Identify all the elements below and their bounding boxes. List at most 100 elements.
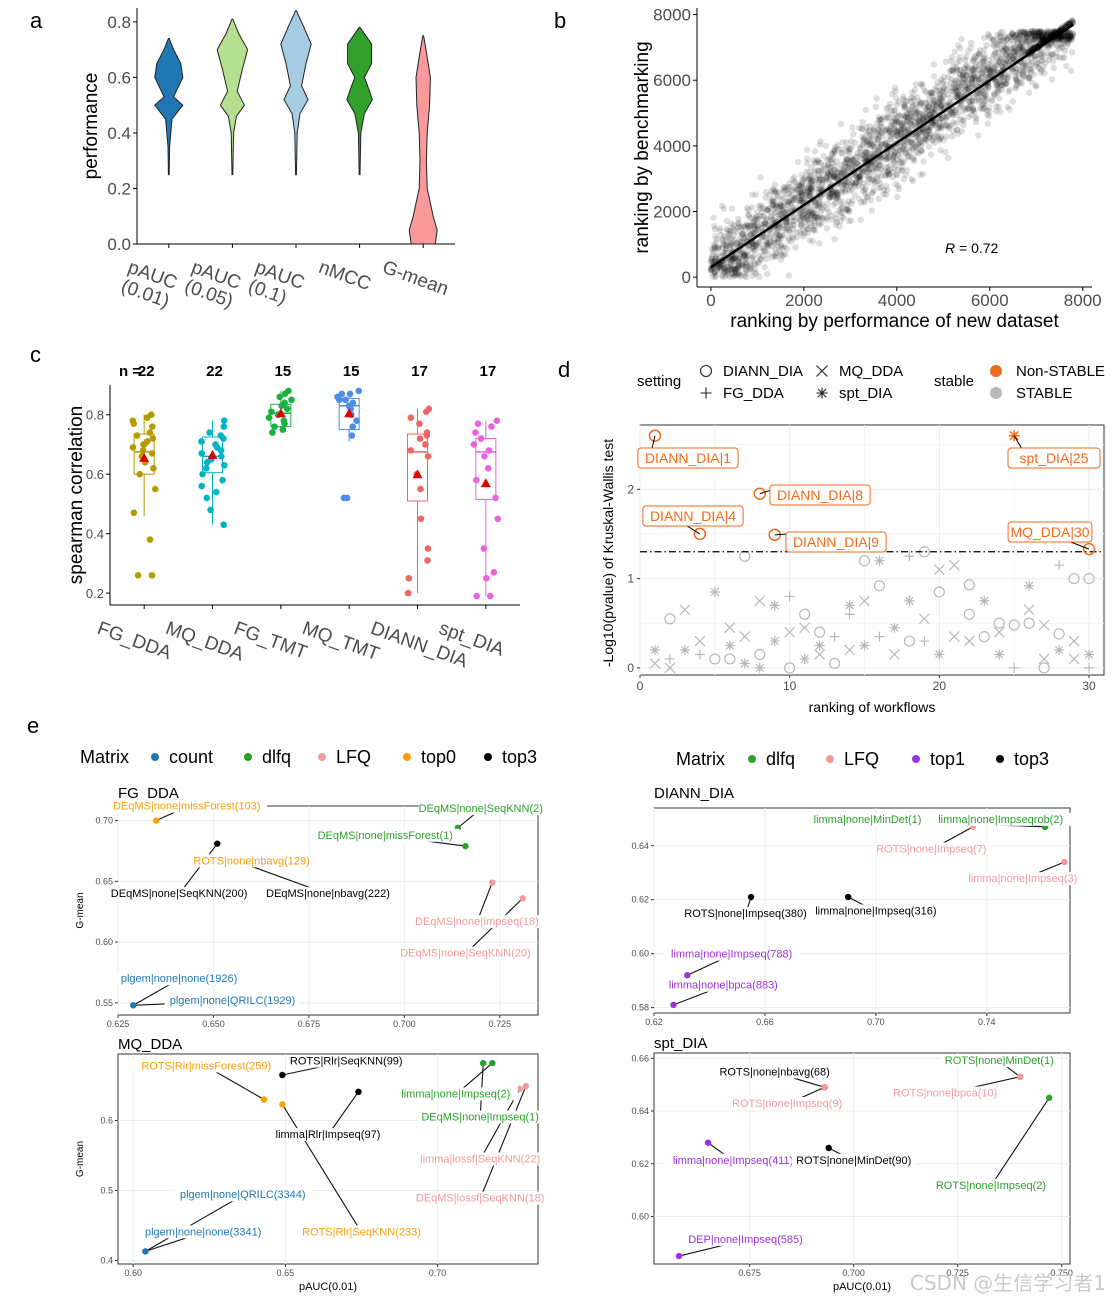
- scatter-point: [1058, 44, 1066, 52]
- scatter-point: [854, 160, 861, 168]
- scatter-point: [931, 139, 938, 146]
- x-tick-label: G-mean: [379, 257, 451, 300]
- x-tick-label: 0.66: [756, 1017, 774, 1027]
- scatter-point: [860, 169, 867, 176]
- scatter-point: [975, 79, 982, 86]
- data-point: [484, 464, 492, 472]
- scatter-point: [901, 140, 908, 147]
- scatter-point: [822, 142, 830, 149]
- scatter-point: [747, 265, 754, 272]
- scatter-point: [922, 110, 930, 117]
- scatter-point: [721, 268, 729, 275]
- scatter-point: [873, 174, 880, 182]
- scatter-point: [856, 144, 864, 151]
- x-tick-label: 0.650: [202, 1019, 225, 1029]
- scatter-point: [710, 241, 718, 248]
- scatter-point: [991, 67, 998, 75]
- scatter-point: [744, 233, 751, 240]
- x-tick-label: 10: [783, 679, 797, 693]
- scatter-point: [866, 131, 873, 139]
- scatter-point: [995, 58, 1002, 65]
- scatter-point: [1055, 37, 1062, 44]
- scatter-point: [910, 138, 918, 145]
- subplot-mq-dda: MQ_DDA 0.60 0.65 0.70 0.4 0.5 0.6 G-mean pAUC(0.…: [75, 1036, 549, 1293]
- scatter-point: [971, 108, 978, 115]
- scatter-point: [936, 90, 944, 98]
- x-tick-label: MQ_TMT: [299, 618, 382, 665]
- scatter-point: [775, 203, 783, 210]
- x-tick-label: 0.70: [867, 1017, 885, 1027]
- point-label: plgem|none|none(3341): [145, 1226, 261, 1238]
- scatter-point: [864, 138, 871, 146]
- scatter-point: [868, 166, 876, 174]
- scatter-point: [719, 237, 726, 244]
- scatter-point: [910, 97, 918, 104]
- scatter-point: [741, 252, 748, 259]
- scatter-point: [973, 115, 980, 122]
- scatter-point: [854, 149, 861, 157]
- x-tick-label: 0.70: [429, 1268, 447, 1278]
- scatter-point: [1038, 53, 1045, 60]
- data-point: [136, 470, 144, 478]
- scatter-point: [825, 161, 832, 168]
- scatter-point: [889, 156, 897, 164]
- subplot-title: spt_DIA: [654, 1035, 707, 1052]
- data-point: [355, 387, 363, 395]
- scatter-point: [733, 265, 740, 272]
- scatter-point: [1056, 45, 1063, 52]
- data-point: [747, 893, 755, 901]
- scatter-point: [964, 105, 971, 113]
- scatter-point: [1055, 36, 1063, 43]
- scatter-point: [993, 82, 1001, 89]
- scatter-point: [838, 187, 846, 194]
- scatter-point: [954, 112, 961, 119]
- scatter-point: [1016, 28, 1023, 36]
- scatter-point: [728, 265, 735, 272]
- scatter-point: [953, 119, 961, 126]
- scatter-point: [990, 36, 997, 43]
- scatter-point: [904, 97, 911, 105]
- scatter-point: [930, 109, 938, 116]
- scatter-point: [1053, 53, 1060, 61]
- scatter-point: [833, 218, 841, 226]
- scatter-point: [741, 223, 749, 230]
- scatter-point: [985, 61, 993, 68]
- scatter-point: [1011, 68, 1019, 76]
- scatter-point: [816, 198, 823, 205]
- scatter-point: [1018, 46, 1025, 54]
- legend-marker: [996, 755, 1004, 763]
- scatter-point: [1049, 51, 1056, 59]
- scatter-point: [830, 201, 837, 209]
- scatter-point: [1035, 60, 1042, 67]
- scatter-point: [927, 131, 935, 138]
- y-tick-label: 0.70: [95, 816, 113, 826]
- scatter-point: [848, 156, 855, 164]
- scatter-point: [839, 204, 846, 211]
- scatter-point: [782, 251, 789, 258]
- scatter-point: [722, 247, 729, 254]
- scatter-point: [838, 189, 845, 196]
- y-tick-label: 0.62: [631, 1159, 649, 1169]
- scatter-point: [914, 118, 921, 126]
- scatter-point: [953, 83, 960, 91]
- scatter-point: [1019, 43, 1026, 50]
- data-point: [494, 515, 502, 523]
- scatter-point: [980, 67, 987, 74]
- scatter-point: [730, 255, 737, 262]
- scatter-point: [951, 48, 959, 55]
- scatter-point: [818, 215, 826, 222]
- point-label: ROTS|none|Impseq(7): [876, 844, 986, 856]
- scatter-point: [1014, 39, 1021, 46]
- scatter-point: [938, 133, 945, 140]
- scatter-point: [1009, 98, 1016, 105]
- scatter-point: [1023, 45, 1031, 52]
- scatter-point: [948, 75, 955, 83]
- data-point: [148, 571, 156, 579]
- scatter-point: [947, 58, 955, 65]
- scatter-point: [920, 158, 927, 165]
- scatter-point: [1038, 51, 1045, 58]
- scatter-point: [860, 139, 867, 147]
- scatter-point: [893, 94, 900, 102]
- scatter-point: [899, 163, 906, 171]
- scatter-point: [915, 119, 922, 127]
